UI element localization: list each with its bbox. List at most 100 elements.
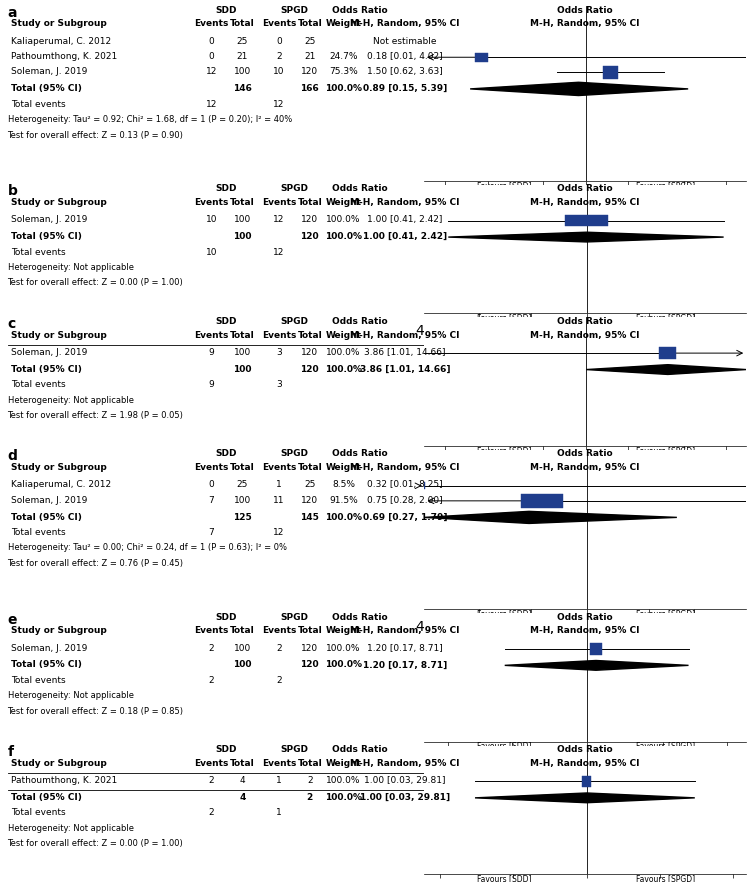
Text: 2: 2: [209, 644, 214, 653]
Text: SDD: SDD: [216, 745, 237, 754]
Text: 1.50 [0.62, 3.63]: 1.50 [0.62, 3.63]: [368, 67, 442, 77]
Text: 120: 120: [302, 496, 318, 505]
Text: Weight: Weight: [326, 463, 362, 472]
Text: Heterogeneity: Not applicable: Heterogeneity: Not applicable: [8, 395, 134, 405]
Text: 3.86 [1.01, 14.66]: 3.86 [1.01, 14.66]: [360, 364, 450, 374]
Text: Odds Ratio: Odds Ratio: [557, 184, 613, 193]
Text: Total (95% CI): Total (95% CI): [11, 232, 82, 241]
Text: 145: 145: [300, 512, 320, 521]
Text: M-H, Random, 95% CI: M-H, Random, 95% CI: [530, 331, 640, 340]
Text: 1: 1: [276, 480, 282, 490]
Text: SDD: SDD: [216, 317, 237, 325]
Text: Events: Events: [262, 626, 296, 635]
Text: 12: 12: [206, 67, 218, 77]
Text: 120: 120: [301, 661, 319, 669]
Text: 25: 25: [236, 480, 248, 490]
Text: M-H, Random, 95% CI: M-H, Random, 95% CI: [350, 331, 460, 340]
Text: 120: 120: [302, 644, 318, 653]
Text: 11: 11: [273, 496, 285, 505]
Text: Favours [SPGD]: Favours [SPGD]: [636, 313, 695, 322]
Text: Total events: Total events: [11, 809, 66, 818]
Text: 25: 25: [304, 480, 316, 490]
Text: M-H, Random, 95% CI: M-H, Random, 95% CI: [350, 463, 460, 472]
Text: Favours [SDD]: Favours [SDD]: [477, 445, 532, 455]
Text: Odds Ratio: Odds Ratio: [557, 449, 613, 459]
Text: Odds Ratio: Odds Ratio: [557, 613, 613, 622]
Text: Total: Total: [297, 463, 322, 472]
Text: Total events: Total events: [11, 380, 66, 389]
Text: M-H, Random, 95% CI: M-H, Random, 95% CI: [350, 198, 460, 207]
Text: M-H, Random, 95% CI: M-H, Random, 95% CI: [530, 198, 640, 207]
Text: SDD: SDD: [216, 449, 237, 459]
Text: 2: 2: [276, 52, 282, 61]
Text: 10: 10: [206, 215, 218, 224]
Text: SPGD: SPGD: [280, 449, 308, 459]
Text: Favours [SPGD]: Favours [SPGD]: [636, 742, 695, 751]
Text: SPGD: SPGD: [280, 613, 308, 622]
Text: Study or Subgroup: Study or Subgroup: [11, 19, 107, 28]
Polygon shape: [475, 793, 694, 803]
Text: 100: 100: [233, 232, 251, 241]
FancyBboxPatch shape: [602, 65, 618, 79]
Text: 7: 7: [209, 528, 214, 537]
Text: Soleman, J. 2019: Soleman, J. 2019: [11, 644, 88, 653]
Text: 120: 120: [301, 232, 319, 241]
Text: 100: 100: [234, 215, 250, 224]
Text: M-H, Random, 95% CI: M-H, Random, 95% CI: [530, 626, 640, 635]
Text: 3: 3: [276, 380, 282, 389]
Text: 2: 2: [209, 776, 214, 785]
Text: Study or Subgroup: Study or Subgroup: [11, 759, 107, 768]
Text: 100.0%: 100.0%: [325, 512, 362, 521]
Text: Total: Total: [297, 626, 322, 635]
Text: 24.7%: 24.7%: [329, 52, 358, 61]
Text: Odds Ratio: Odds Ratio: [332, 613, 388, 622]
Text: Soleman, J. 2019: Soleman, J. 2019: [11, 67, 88, 77]
Text: b: b: [8, 184, 17, 198]
Text: SPGD: SPGD: [280, 745, 308, 754]
Text: 0.75 [0.28, 2.00]: 0.75 [0.28, 2.00]: [368, 496, 442, 505]
Text: Odds Ratio: Odds Ratio: [557, 317, 613, 325]
Text: M-H, Random, 95% CI: M-H, Random, 95% CI: [350, 759, 460, 768]
Text: Favours [SDD]: Favours [SDD]: [477, 742, 532, 751]
Text: Total: Total: [230, 331, 254, 340]
Text: Odds Ratio: Odds Ratio: [332, 5, 388, 14]
Text: 120: 120: [302, 67, 318, 77]
Text: Weight: Weight: [326, 331, 362, 340]
Text: 0.69 [0.27, 1.79]: 0.69 [0.27, 1.79]: [363, 512, 447, 521]
Text: 4: 4: [239, 793, 245, 802]
Text: Total events: Total events: [11, 100, 66, 108]
Text: 120: 120: [302, 215, 318, 224]
Polygon shape: [505, 661, 688, 670]
Text: Favours [SPGD]: Favours [SPGD]: [636, 181, 695, 190]
Text: Study or Subgroup: Study or Subgroup: [11, 463, 107, 472]
Text: Weight: Weight: [326, 198, 362, 207]
Text: Total: Total: [230, 463, 254, 472]
Text: Odds Ratio: Odds Ratio: [557, 5, 613, 14]
Text: 25: 25: [304, 36, 316, 46]
FancyBboxPatch shape: [582, 775, 591, 787]
Text: Total: Total: [297, 759, 322, 768]
Text: 3.86 [1.01, 14.66]: 3.86 [1.01, 14.66]: [364, 348, 446, 356]
Text: Odds Ratio: Odds Ratio: [332, 449, 388, 459]
Text: 100.0%: 100.0%: [326, 348, 361, 356]
Text: 21: 21: [304, 52, 316, 61]
Text: 146: 146: [232, 85, 252, 93]
Text: 120: 120: [302, 348, 318, 356]
Text: 1.20 [0.17, 8.71]: 1.20 [0.17, 8.71]: [368, 644, 442, 653]
Text: 8.5%: 8.5%: [332, 480, 355, 490]
Text: 100.0%: 100.0%: [325, 793, 362, 802]
Text: 100.0%: 100.0%: [325, 232, 362, 241]
Text: Total: Total: [230, 19, 254, 28]
Text: 1: 1: [276, 776, 282, 785]
Text: Heterogeneity: Not applicable: Heterogeneity: Not applicable: [8, 691, 134, 700]
Text: Total: Total: [230, 626, 254, 635]
Text: Weight: Weight: [326, 19, 362, 28]
Text: Events: Events: [262, 198, 296, 207]
Text: 91.5%: 91.5%: [329, 496, 358, 505]
Text: Weight: Weight: [326, 626, 362, 635]
Text: Favours [SPGD]: Favours [SPGD]: [636, 874, 695, 882]
Text: 1: 1: [276, 809, 282, 818]
FancyBboxPatch shape: [475, 53, 488, 62]
Text: Favours [SDD]: Favours [SDD]: [477, 313, 532, 322]
FancyBboxPatch shape: [659, 348, 676, 359]
